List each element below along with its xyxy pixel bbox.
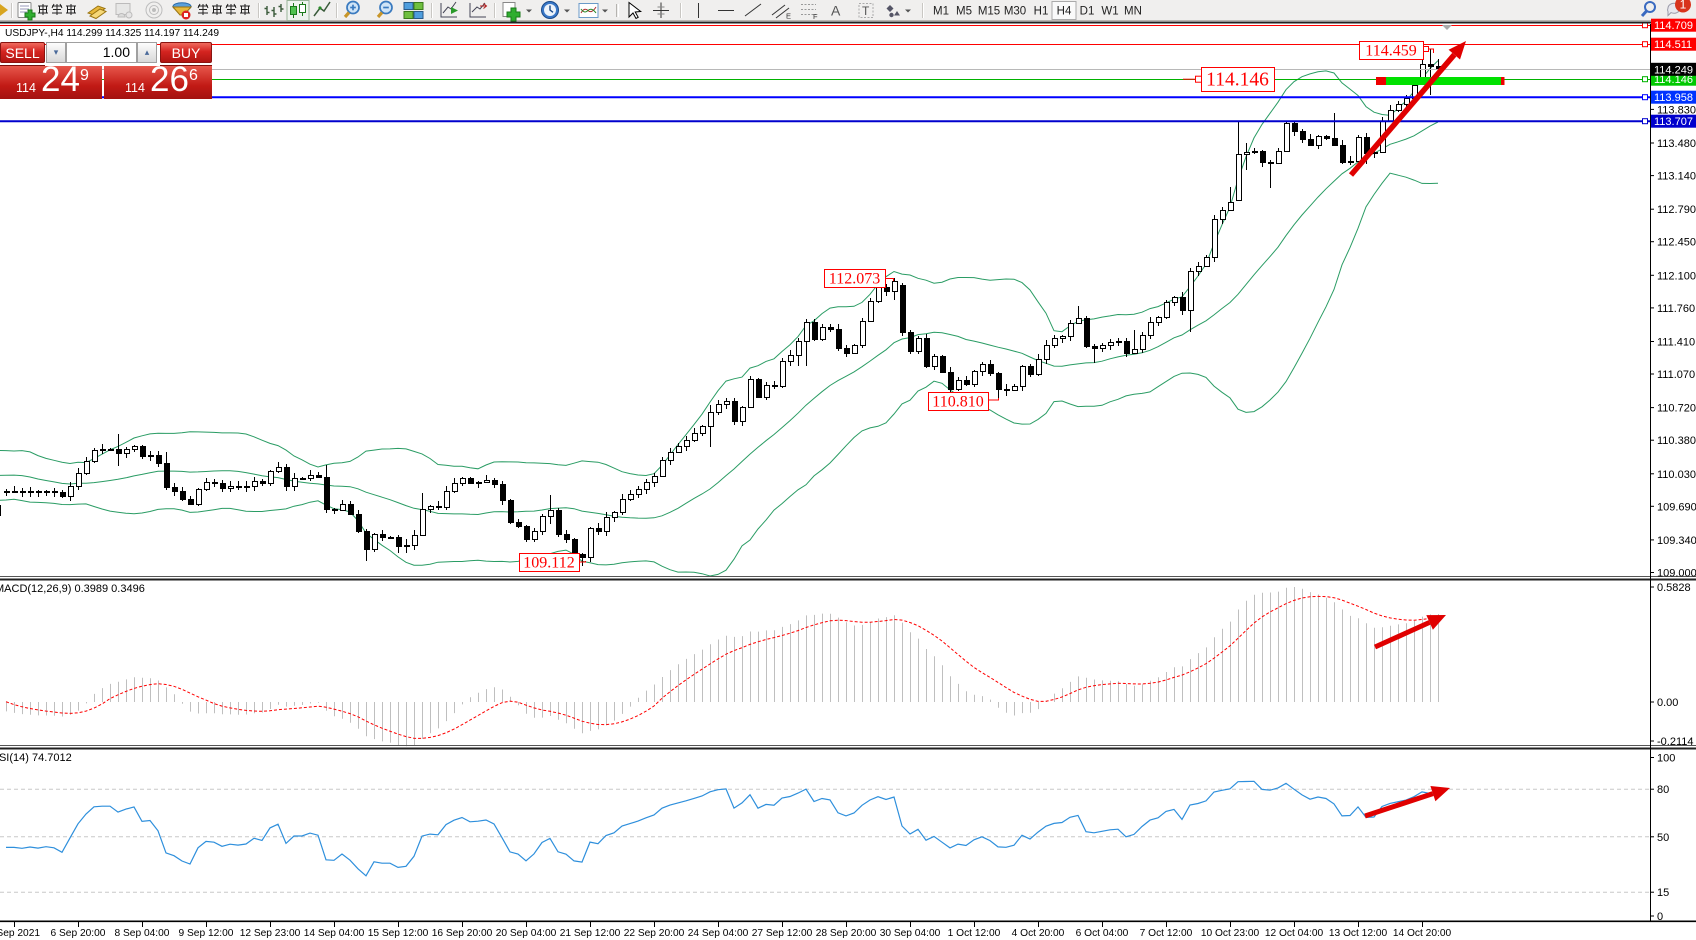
svg-text:H1: H1 bbox=[1034, 6, 1049, 18]
svg-text:109.000: 109.000 bbox=[1657, 568, 1696, 580]
svg-text:20 Sep 04:00: 20 Sep 04:00 bbox=[496, 928, 557, 939]
svg-text:113.140: 113.140 bbox=[1657, 171, 1696, 183]
svg-text:110.720: 110.720 bbox=[1657, 403, 1696, 415]
svg-text:80: 80 bbox=[1657, 784, 1669, 796]
svg-text:100: 100 bbox=[1657, 753, 1675, 765]
svg-text:F: F bbox=[813, 12, 818, 21]
svg-text:110.030: 110.030 bbox=[1657, 469, 1696, 481]
svg-text:15 Sep 12:00: 15 Sep 12:00 bbox=[368, 928, 429, 939]
svg-text:M30: M30 bbox=[1004, 6, 1026, 18]
svg-text:113.958: 113.958 bbox=[1654, 92, 1693, 104]
svg-text:109.690: 109.690 bbox=[1657, 501, 1696, 513]
svg-text:15: 15 bbox=[1657, 887, 1669, 899]
svg-text:D1: D1 bbox=[1080, 6, 1095, 18]
svg-text:22 Sep 20:00: 22 Sep 20:00 bbox=[624, 928, 685, 939]
svg-text:114.709: 114.709 bbox=[1654, 20, 1693, 32]
svg-text:109.340: 109.340 bbox=[1657, 535, 1696, 547]
svg-text:0.5828: 0.5828 bbox=[1657, 582, 1691, 594]
svg-text:21 Sep 12:00: 21 Sep 12:00 bbox=[560, 928, 621, 939]
svg-text:113.707: 113.707 bbox=[1654, 116, 1693, 128]
svg-text:113.480: 113.480 bbox=[1657, 138, 1696, 150]
svg-text:M15: M15 bbox=[978, 6, 1000, 18]
svg-text:113.830: 113.830 bbox=[1657, 104, 1696, 116]
svg-text:112.073: 112.073 bbox=[829, 270, 880, 287]
svg-text:T: T bbox=[862, 4, 870, 18]
svg-text:12 Oct 04:00: 12 Oct 04:00 bbox=[1265, 928, 1324, 939]
svg-text:MN: MN bbox=[1124, 6, 1142, 18]
svg-text:W1: W1 bbox=[1101, 6, 1118, 18]
svg-text:6 Sep 20:00: 6 Sep 20:00 bbox=[51, 928, 106, 939]
svg-text:M1: M1 bbox=[933, 6, 949, 18]
svg-text:112.790: 112.790 bbox=[1657, 204, 1696, 216]
svg-text:3 Sep 2021: 3 Sep 2021 bbox=[0, 928, 40, 939]
svg-text:M5: M5 bbox=[956, 6, 972, 18]
svg-text:A: A bbox=[831, 3, 841, 19]
svg-text:7 Oct 12:00: 7 Oct 12:00 bbox=[1140, 928, 1193, 939]
svg-text:14 Sep 04:00: 14 Sep 04:00 bbox=[304, 928, 365, 939]
svg-text:114.459: 114.459 bbox=[1365, 42, 1416, 59]
svg-text:110.380: 110.380 bbox=[1657, 435, 1696, 447]
svg-text:30 Sep 04:00: 30 Sep 04:00 bbox=[880, 928, 941, 939]
svg-text:112.100: 112.100 bbox=[1657, 270, 1696, 282]
svg-text:14 Oct 20:00: 14 Oct 20:00 bbox=[1393, 928, 1452, 939]
svg-text:USDJPY-,H4 114.299 114.325 11: USDJPY-,H4 114.299 114.325 114.197 114.2… bbox=[5, 28, 219, 39]
svg-text:111.760: 111.760 bbox=[1657, 303, 1695, 315]
svg-text:4 Oct 20:00: 4 Oct 20:00 bbox=[1012, 928, 1065, 939]
svg-text:16 Sep 20:00: 16 Sep 20:00 bbox=[432, 928, 493, 939]
svg-text:12 Sep 23:00: 12 Sep 23:00 bbox=[240, 928, 301, 939]
svg-text:10 Oct 23:00: 10 Oct 23:00 bbox=[1201, 928, 1260, 939]
svg-text:50: 50 bbox=[1657, 832, 1669, 844]
svg-text:E: E bbox=[786, 12, 791, 21]
svg-text:111.070: 111.070 bbox=[1657, 369, 1695, 381]
svg-text:8 Sep 04:00: 8 Sep 04:00 bbox=[115, 928, 170, 939]
svg-text:109.112: 109.112 bbox=[523, 554, 574, 571]
svg-text:6 Oct 04:00: 6 Oct 04:00 bbox=[1076, 928, 1129, 939]
svg-text:112.450: 112.450 bbox=[1657, 237, 1696, 249]
svg-text:1: 1 bbox=[1680, 0, 1687, 12]
svg-text:111.410: 111.410 bbox=[1657, 337, 1695, 349]
svg-text:27 Sep 12:00: 27 Sep 12:00 bbox=[752, 928, 813, 939]
svg-text:28 Sep 20:00: 28 Sep 20:00 bbox=[816, 928, 877, 939]
svg-text:0: 0 bbox=[1657, 911, 1663, 923]
svg-text:0.00: 0.00 bbox=[1657, 697, 1678, 709]
svg-text:RSI(14) 74.7012: RSI(14) 74.7012 bbox=[0, 752, 72, 764]
svg-text:110.810: 110.810 bbox=[932, 393, 983, 410]
svg-text:114.511: 114.511 bbox=[1654, 39, 1692, 51]
svg-text:114.249: 114.249 bbox=[1654, 64, 1693, 76]
svg-text:H4: H4 bbox=[1057, 6, 1072, 18]
svg-text:-0.2114: -0.2114 bbox=[1657, 736, 1694, 748]
svg-text:114.146: 114.146 bbox=[1654, 74, 1693, 86]
svg-text:114.146: 114.146 bbox=[1206, 70, 1269, 91]
svg-text:9 Sep 12:00: 9 Sep 12:00 bbox=[179, 928, 234, 939]
svg-text:13 Oct 12:00: 13 Oct 12:00 bbox=[1329, 928, 1388, 939]
svg-text:1 Oct 12:00: 1 Oct 12:00 bbox=[948, 928, 1001, 939]
svg-text:24 Sep 04:00: 24 Sep 04:00 bbox=[688, 928, 749, 939]
svg-text:MACD(12,26,9) 0.3989 0.3496: MACD(12,26,9) 0.3989 0.3496 bbox=[0, 583, 145, 595]
